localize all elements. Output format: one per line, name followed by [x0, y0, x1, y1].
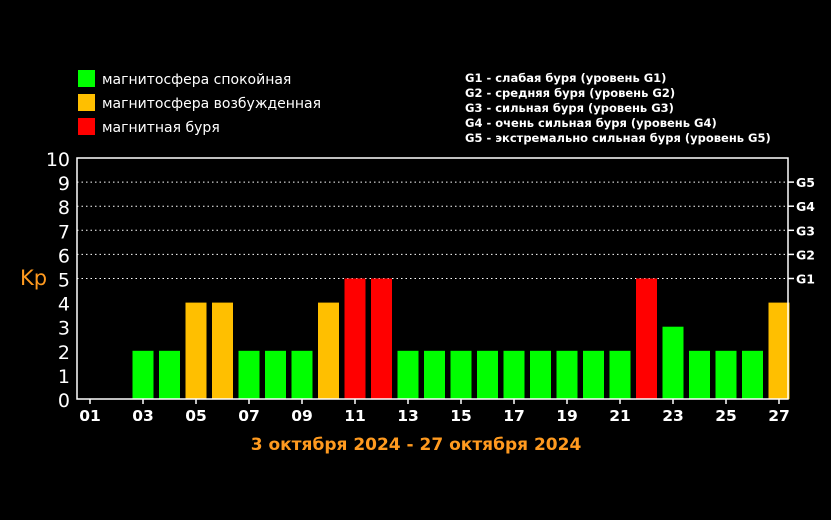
y-tick-label: 0	[58, 390, 70, 412]
storm-level-description: G4 - очень сильная буря (уровень G4)	[465, 116, 717, 130]
x-tick-label: 09	[291, 407, 313, 425]
x-tick-label: 15	[450, 407, 472, 425]
x-tick-label: 11	[344, 407, 366, 425]
legend-status: магнитосфера спокойная магнитосфера возбу…	[78, 70, 321, 136]
bar-09	[291, 350, 313, 399]
bar-14	[424, 350, 445, 399]
x-tick-label: 19	[556, 407, 578, 425]
bar-20	[583, 350, 604, 399]
bar-05	[185, 302, 207, 399]
bar-13	[397, 350, 419, 399]
legend-label: магнитосфера возбужденная	[102, 96, 321, 112]
y-tick-label: 1	[58, 366, 70, 388]
bar-12	[371, 278, 392, 399]
x-tick-label: 23	[662, 407, 684, 425]
bar-10	[318, 302, 339, 399]
bar-22	[636, 278, 657, 399]
storm-level-description: G2 - средняя буря (уровень G2)	[465, 86, 675, 100]
storm-level-label: G1	[796, 272, 815, 287]
bar-04	[159, 350, 180, 399]
storm-level-axis: G1 G2 G3 G4 G5	[788, 175, 815, 287]
bar-25	[715, 350, 737, 399]
legend-storm-levels: G1 - слабая буря (уровень G1)G2 - средня…	[465, 71, 771, 145]
x-tick-label: 13	[397, 407, 419, 425]
y-tick-label: 10	[46, 149, 70, 171]
bar-18	[530, 350, 551, 399]
bar-23	[662, 326, 684, 399]
storm-level-label: G5	[796, 175, 815, 190]
x-tick-label: 25	[715, 407, 737, 425]
date-range-title: 3 октября 2024 - 27 октября 2024	[251, 435, 582, 455]
bar-27	[768, 302, 790, 399]
x-axis: 01 03 05 07 09 11 13 15 17 19 21 23 25 27	[79, 399, 790, 425]
x-tick-label: 21	[609, 407, 631, 425]
y-axis-title: Kp	[20, 266, 47, 290]
grid-lines	[77, 181, 788, 279]
legend-label: магнитная буря	[102, 120, 220, 136]
x-tick-label: 01	[79, 407, 101, 425]
bar-16	[477, 350, 498, 399]
bar-19	[556, 350, 578, 399]
legend-label: магнитосфера спокойная	[102, 72, 291, 88]
bar-21	[609, 350, 631, 399]
storm-level-description: G3 - сильная буря (уровень G3)	[465, 101, 674, 115]
bar-24	[689, 350, 710, 399]
y-tick-label: 8	[58, 197, 70, 219]
bar-11	[344, 278, 366, 399]
x-tick-label: 07	[238, 407, 260, 425]
x-tick-label: 17	[503, 407, 525, 425]
y-tick-label: 5	[58, 270, 70, 292]
storm-level-description: G5 - экстремально сильная буря (уровень …	[465, 131, 771, 145]
legend-swatch	[78, 94, 95, 111]
y-tick-label: 9	[58, 173, 70, 195]
storm-level-description: G1 - слабая буря (уровень G1)	[465, 71, 666, 85]
y-tick-label: 4	[58, 294, 70, 316]
bar-07	[238, 350, 260, 399]
bar-08	[265, 350, 286, 399]
bar-03	[132, 350, 154, 399]
y-tick-label: 6	[58, 245, 70, 267]
storm-level-label: G4	[796, 199, 815, 214]
x-tick-label: 27	[768, 407, 790, 425]
storm-level-label: G2	[796, 247, 815, 262]
storm-level-label: G3	[796, 223, 815, 238]
bar-17	[503, 350, 525, 399]
x-tick-label: 03	[132, 407, 154, 425]
legend-swatch	[78, 70, 95, 87]
x-tick-label: 05	[185, 407, 207, 425]
y-tick-label: 2	[58, 342, 70, 364]
bar-26	[742, 350, 763, 399]
bars	[132, 278, 790, 399]
legend-swatch	[78, 118, 95, 135]
y-tick-label: 7	[58, 221, 70, 243]
bar-15	[450, 350, 472, 399]
bar-06	[212, 302, 233, 399]
plot-frame	[76, 157, 789, 400]
y-tick-label: 3	[58, 318, 70, 340]
